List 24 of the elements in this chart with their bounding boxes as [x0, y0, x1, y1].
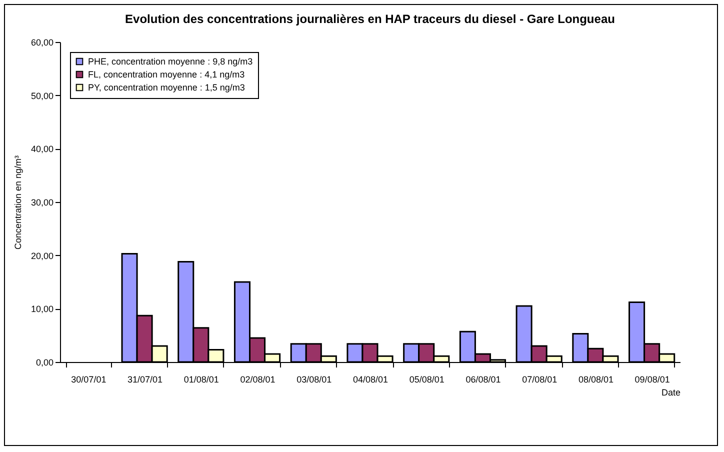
x-tick-label: 02/08/01	[240, 374, 276, 384]
x-axis-title: Date	[661, 388, 680, 398]
legend-label: PHE, concentration moyenne : 9,8 ng/m3	[88, 56, 253, 66]
x-tick-label: 03/08/01	[296, 374, 332, 384]
legend-label: FL, concentration moyenne : 4,1 ng/m3	[88, 70, 245, 80]
x-tick-label: 07/08/01	[522, 374, 558, 384]
y-tick-label: 40,00	[30, 144, 54, 154]
y-tick-label: 60,00	[30, 38, 54, 48]
x-tick-label: 08/08/01	[578, 374, 614, 384]
x-tick-label: 01/08/01	[184, 374, 219, 384]
x-tick-label: 06/08/01	[466, 374, 501, 384]
x-tick-label: 09/08/01	[634, 374, 670, 384]
y-tick-label: 30,00	[30, 198, 54, 208]
x-tick-label: 04/08/01	[352, 374, 388, 384]
y-tick-label: 20,00	[30, 250, 54, 261]
x-tick-label: 30/07/01	[71, 374, 106, 384]
y-tick-label: 10,00	[30, 304, 54, 314]
x-tick-label: 05/08/01	[409, 374, 444, 384]
y-tick-label: 0,00	[36, 358, 54, 368]
legend-label: PY, concentration moyenne : 1,5 ng/m3	[88, 82, 245, 92]
chart-title: Evolution des concentrations journalières en HAP traceurs du diesel - Gare Longueau	[125, 12, 615, 26]
x-tick-label: 31/07/01	[128, 374, 163, 384]
y-axis-title: Concentration en ng/m³	[12, 155, 23, 250]
y-tick-label: 50,00	[30, 90, 54, 101]
